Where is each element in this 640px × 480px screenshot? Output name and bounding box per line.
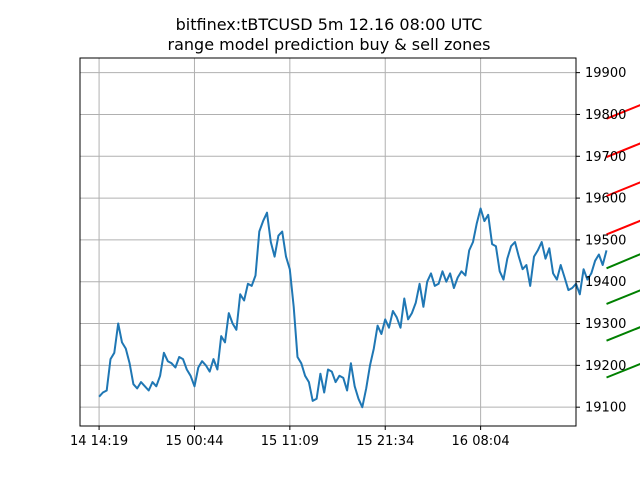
buy-zone-line bbox=[606, 326, 640, 342]
x-tick-label: 15 21:34 bbox=[356, 434, 414, 449]
y-tick-label: 19200 bbox=[585, 359, 626, 374]
buy-zone-line bbox=[606, 253, 640, 270]
chart-title: bitfinex:tBTCUSD 5m 12.16 08:00 UTC bbox=[176, 15, 483, 34]
y-tick-label: 19600 bbox=[585, 192, 626, 207]
y-axis: 19100 19200 19300 19400 19500 19600 19700 19800… bbox=[576, 66, 626, 416]
sell-zone-line bbox=[606, 142, 640, 159]
price-series bbox=[98, 207, 608, 409]
x-tick-label: 14 14:19 bbox=[70, 434, 128, 449]
sell-zone-line bbox=[606, 181, 640, 197]
sell-zone-line bbox=[606, 219, 640, 236]
y-tick-label: 19100 bbox=[585, 401, 626, 416]
buy-zone-line bbox=[606, 362, 640, 379]
y-tick-label: 19400 bbox=[585, 275, 626, 290]
price-line bbox=[98, 207, 608, 409]
y-tick-label: 19700 bbox=[585, 150, 626, 165]
x-axis: 14 14:19 15 00:44 15 11:09 15 21:34 16 08:04 bbox=[70, 426, 510, 449]
y-tick-label: 19900 bbox=[585, 66, 626, 81]
x-tick-label: 15 11:09 bbox=[261, 434, 319, 449]
grid bbox=[80, 58, 576, 426]
buy-zone-line bbox=[606, 289, 640, 305]
x-tick-label: 16 08:04 bbox=[452, 434, 510, 449]
zones bbox=[606, 104, 640, 379]
plot-frame bbox=[79, 57, 577, 427]
x-tick-label: 15 00:44 bbox=[165, 434, 223, 449]
chart-subtitle: range model prediction buy & sell zones bbox=[168, 35, 491, 54]
y-tick-label: 19300 bbox=[585, 317, 626, 332]
y-tick-label: 19800 bbox=[585, 108, 626, 123]
y-tick-label: 19500 bbox=[585, 233, 626, 248]
sell-zone-line bbox=[606, 104, 640, 120]
